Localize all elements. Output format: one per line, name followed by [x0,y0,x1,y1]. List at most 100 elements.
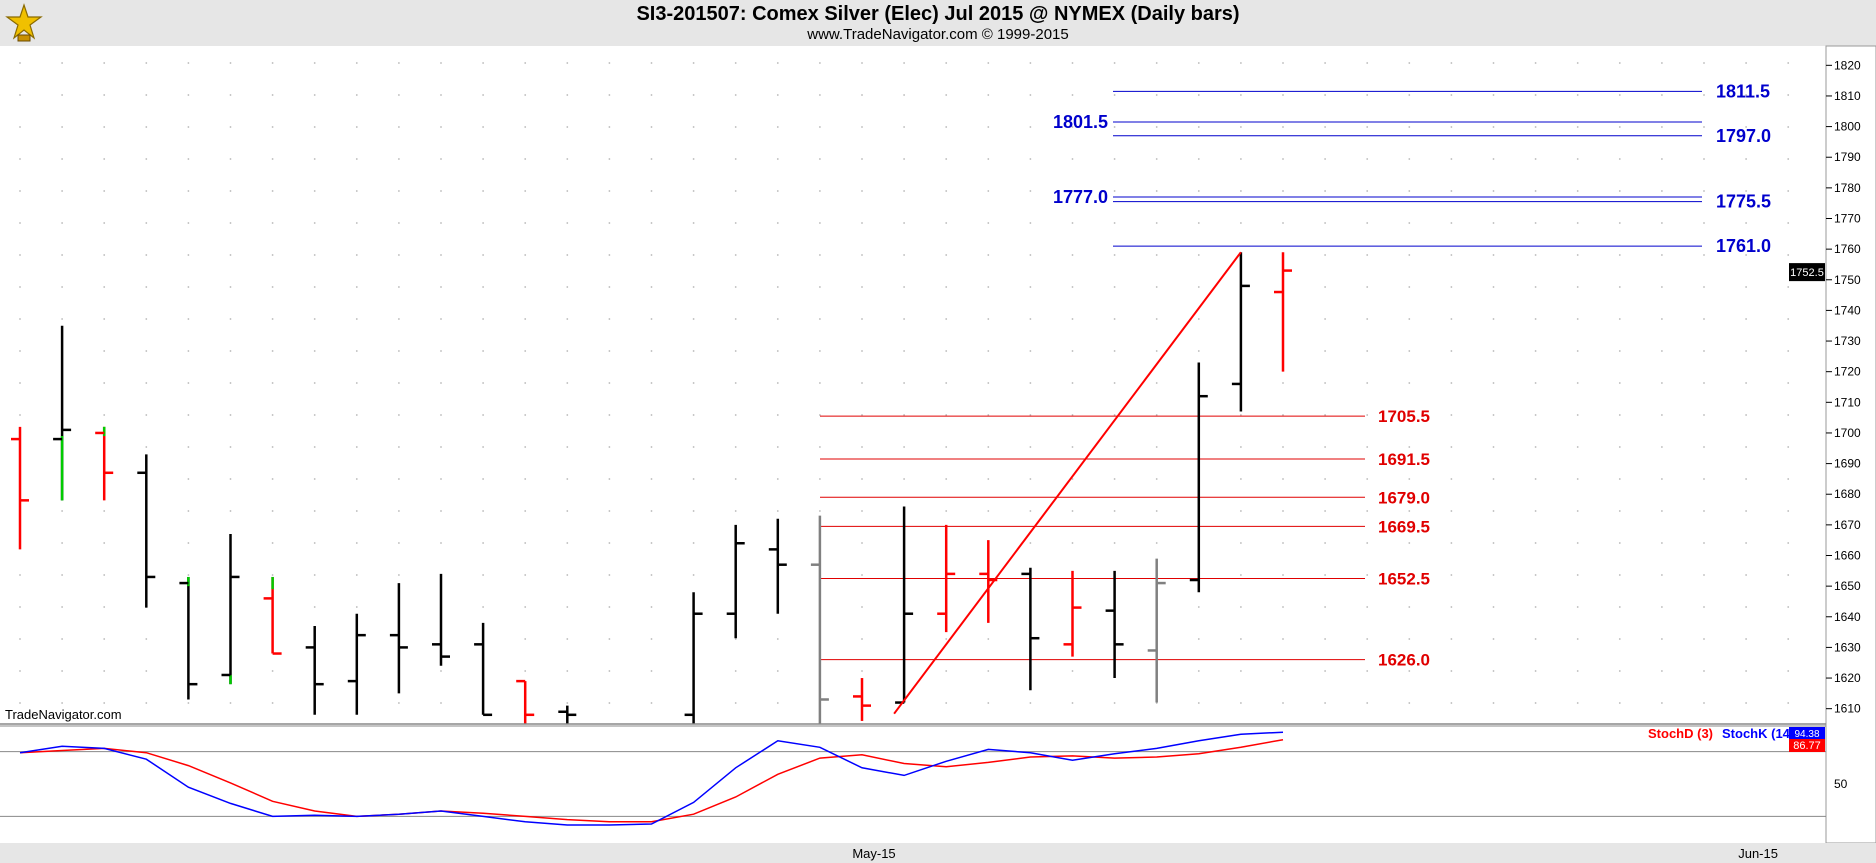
grid-dot [608,702,611,704]
grid-dot [1324,190,1326,192]
grid-dot [1450,542,1453,544]
grid-dot [1240,62,1242,64]
grid-dot [1450,318,1453,320]
grid-dot [650,702,653,704]
grid-dot [945,510,948,512]
grid-dot [271,318,274,320]
grid-dot [1703,62,1705,64]
grid-dot [566,542,569,544]
grid-dot [482,446,484,448]
grid-dot [650,606,653,608]
plot-background [0,45,1876,863]
grid-dot [734,254,737,256]
grid-dot [1703,702,1705,704]
grid-dot [1029,702,1032,704]
grid-dot [524,62,527,64]
grid-dot [1366,638,1369,640]
grid-dot [187,702,190,704]
grid-dot [1745,574,1747,576]
grid-dot [1240,414,1242,416]
support-label: 1691.5 [1378,450,1430,469]
y-tick-label: 1770 [1834,212,1861,226]
grid-dot [313,574,316,576]
grid-dot [1703,318,1705,320]
grid-dot [187,126,190,128]
grid-dot [945,158,948,160]
grid-dot [1576,254,1579,256]
grid-dot [1787,606,1790,608]
grid-dot [1492,542,1495,544]
grid-dot [1534,606,1537,608]
grid-dot [1450,510,1453,512]
grid-dot [987,190,990,192]
grid-dot [776,126,779,128]
grid-dot [1576,542,1579,544]
grid-dot [1366,286,1369,288]
ohlc-bar [53,325,72,501]
resistance-label: 1797.0 [1716,126,1771,146]
grid-dot [1661,126,1663,128]
grid-dot [903,446,905,448]
grid-dot [61,94,63,96]
grid-dot [19,126,21,128]
grid-dot [1534,702,1537,704]
grid-dot [1787,222,1790,224]
grid-dot [1071,254,1074,256]
grid-dot [1155,126,1158,128]
stoch-k-value-box [1789,727,1825,739]
grid-dot [1661,414,1663,416]
support-label: 1669.5 [1378,517,1430,536]
grid-dot [524,446,527,448]
grid-dot [1366,670,1369,672]
grid-dot [608,62,611,64]
grid-dot [1450,190,1453,192]
grid-dot [440,158,442,160]
ohlc-bar [137,454,156,608]
grid-dot [566,190,569,192]
grid-dot [1787,286,1790,288]
grid-dot [1240,638,1242,640]
grid-dot [692,222,695,224]
grid-dot [355,382,358,384]
grid-dot [271,446,274,448]
grid-dot [398,446,400,448]
grid-dot [1324,254,1326,256]
grid-dot [229,158,232,160]
stoch-k-value: 94.38 [1794,729,1819,740]
ohlc-bars [11,252,1292,724]
grid-dot [650,414,653,416]
grid-dot [271,350,274,352]
grid-dot [903,382,905,384]
grid-dot [776,62,779,64]
grid-dot [566,254,569,256]
grid-dot [861,606,863,608]
grid-dot [861,126,863,128]
grid-dot [1787,446,1790,448]
support-label: 1705.5 [1378,407,1430,426]
grid-dot [1787,702,1790,704]
grid-dot [524,254,527,256]
grid-dot [524,638,527,640]
grid-dot [524,478,527,480]
grid-dot [145,350,148,352]
y-tick-label: 1790 [1834,150,1861,164]
grid-dot [1703,414,1705,416]
chart-title: SI3-201507: Comex Silver (Elec) Jul 2015… [636,3,1240,25]
grid-dot [1618,414,1621,416]
grid-dot [1408,286,1411,288]
grid-dot [1618,254,1621,256]
grid-dot [1492,318,1495,320]
ohlc-bar [1231,252,1250,412]
grid-dot [1071,94,1074,96]
grid-dot [1703,510,1705,512]
y-tick-label: 1610 [1834,702,1861,716]
grid-dot [229,94,232,96]
grid-dot [1366,478,1369,480]
grid-dot [1661,606,1663,608]
grid-dot [987,478,990,480]
grid-dot [61,62,63,64]
grid-dot [313,222,316,224]
grid-dot [608,350,611,352]
grid-dot [145,446,148,448]
